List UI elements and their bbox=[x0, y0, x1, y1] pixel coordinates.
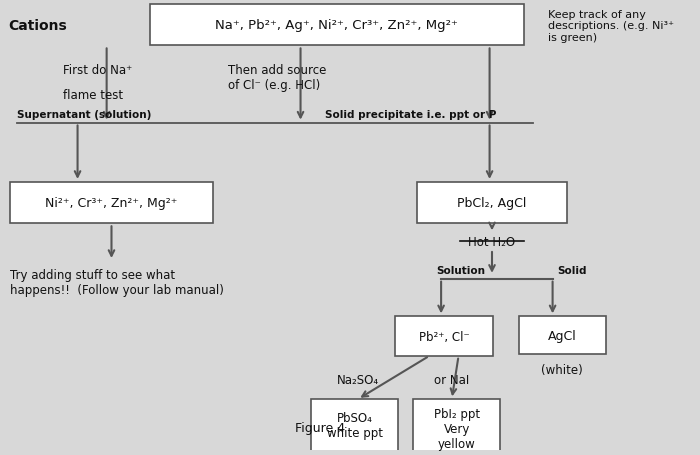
Text: Keep track of any
descriptions. (e.g. Ni³⁺
is green): Keep track of any descriptions. (e.g. Ni… bbox=[547, 10, 673, 43]
Text: PbSO₄
white ppt: PbSO₄ white ppt bbox=[327, 411, 383, 439]
Text: Pb²⁺, Cl⁻: Pb²⁺, Cl⁻ bbox=[419, 330, 470, 343]
Text: (white): (white) bbox=[541, 364, 583, 376]
FancyBboxPatch shape bbox=[10, 182, 214, 224]
Text: Supernatant (solution): Supernatant (solution) bbox=[18, 109, 152, 119]
FancyBboxPatch shape bbox=[150, 5, 524, 46]
Text: Na⁺, Pb²⁺, Ag⁺, Ni²⁺, Cr³⁺, Zn²⁺, Mg²⁺: Na⁺, Pb²⁺, Ag⁺, Ni²⁺, Cr³⁺, Zn²⁺, Mg²⁺ bbox=[216, 19, 458, 32]
FancyBboxPatch shape bbox=[312, 399, 398, 450]
Text: Solution: Solution bbox=[436, 265, 485, 275]
Text: Solid precipitate i.e. ppt or P: Solid precipitate i.e. ppt or P bbox=[325, 109, 496, 119]
Text: Then add source
of Cl⁻ (e.g. HCl): Then add source of Cl⁻ (e.g. HCl) bbox=[228, 64, 326, 92]
Text: First do Na⁺: First do Na⁺ bbox=[63, 64, 132, 77]
Text: Figure 4: Figure 4 bbox=[295, 421, 345, 434]
Text: AgCl: AgCl bbox=[548, 329, 577, 342]
Text: Try adding stuff to see what
happens!!  (Follow your lab manual): Try adding stuff to see what happens!! (… bbox=[10, 268, 223, 296]
Text: Cations: Cations bbox=[8, 19, 66, 33]
FancyBboxPatch shape bbox=[413, 399, 500, 455]
Text: flame test: flame test bbox=[63, 89, 123, 102]
Text: Ni²⁺, Cr³⁺, Zn²⁺, Mg²⁺: Ni²⁺, Cr³⁺, Zn²⁺, Mg²⁺ bbox=[46, 197, 178, 210]
FancyBboxPatch shape bbox=[519, 317, 606, 354]
Text: or NaI: or NaI bbox=[434, 373, 470, 386]
Text: PbCl₂, AgCl: PbCl₂, AgCl bbox=[457, 197, 526, 210]
FancyBboxPatch shape bbox=[417, 182, 567, 224]
Text: PbI₂ ppt
Very
yellow: PbI₂ ppt Very yellow bbox=[433, 408, 480, 450]
Text: Hot H₂O: Hot H₂O bbox=[468, 235, 516, 248]
Text: Solid: Solid bbox=[557, 265, 587, 275]
FancyBboxPatch shape bbox=[395, 317, 494, 356]
Text: Na₂SO₄: Na₂SO₄ bbox=[337, 373, 379, 386]
